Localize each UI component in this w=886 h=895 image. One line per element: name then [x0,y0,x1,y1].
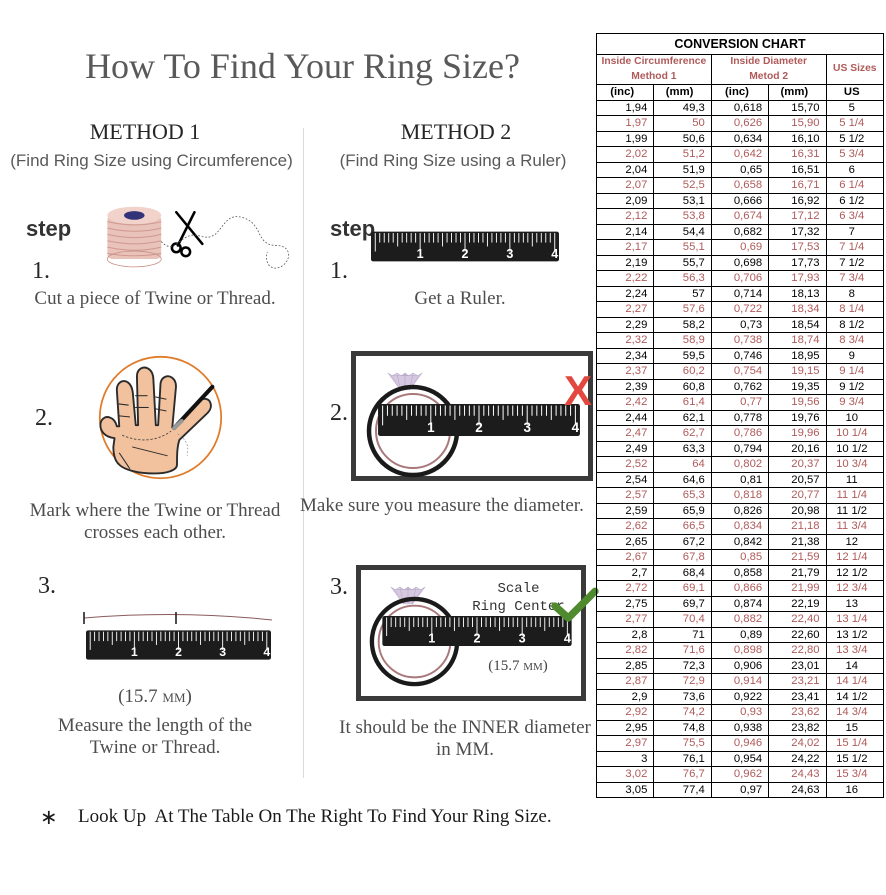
svg-text:3: 3 [219,645,226,659]
svg-text:3: 3 [523,420,530,435]
svg-text:2: 2 [473,631,480,645]
svg-text:1: 1 [417,247,424,261]
svg-text:2: 2 [475,420,482,435]
svg-text:1: 1 [427,420,435,435]
svg-text:2: 2 [462,247,469,261]
svg-text:4: 4 [263,645,270,659]
svg-text:3: 3 [519,631,526,645]
svg-text:4: 4 [564,631,571,645]
svg-text:4: 4 [572,420,580,435]
svg-text:1: 1 [428,631,435,645]
svg-text:2: 2 [175,645,182,659]
svg-text:1: 1 [131,645,138,659]
svg-text:3: 3 [506,247,513,261]
svg-text:4: 4 [551,247,558,261]
